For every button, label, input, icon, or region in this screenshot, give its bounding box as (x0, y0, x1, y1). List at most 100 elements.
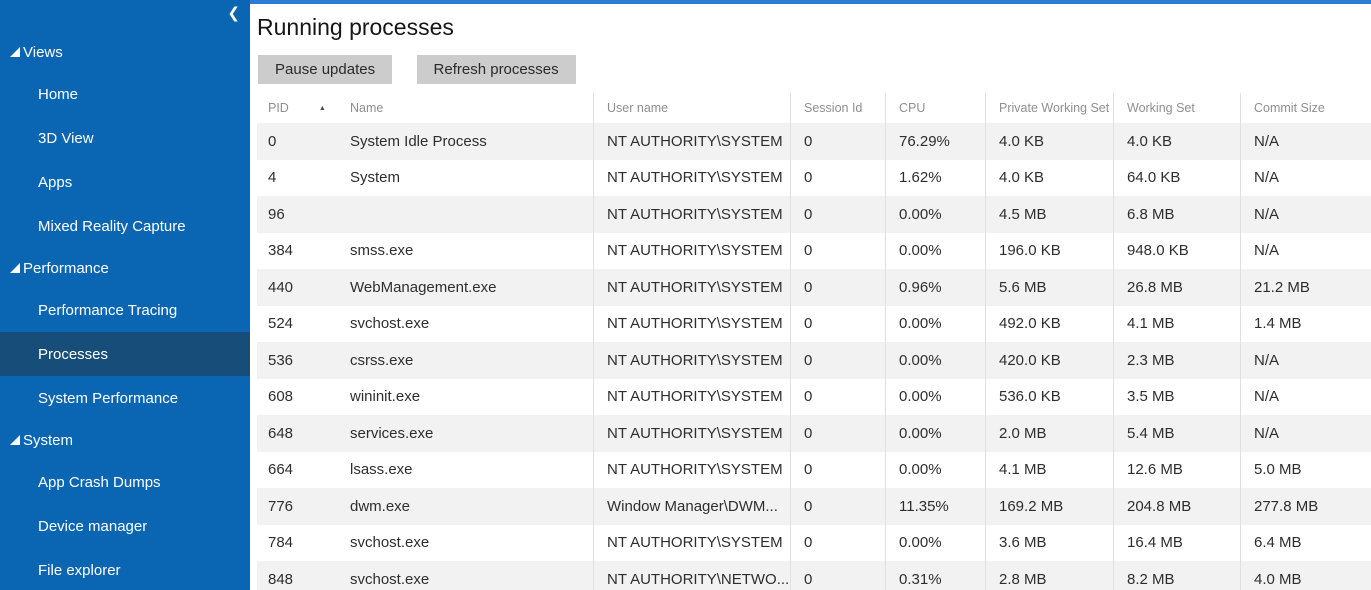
column-header-label: PID (268, 101, 289, 115)
table-row[interactable]: 536 csrss.exe NT AUTHORITY\SYSTEM 0 0.00% 420… (257, 342, 1371, 379)
column-header-cpu[interactable]: CPU (885, 93, 985, 123)
sidebar-item-device-manager[interactable]: Device manager (0, 504, 250, 548)
cell-pid: 664 (268, 461, 294, 479)
cell-name: lsass.exe (350, 461, 413, 479)
sidebar-item-label: Device manager (38, 517, 148, 535)
group-collapse-triangle-icon (10, 263, 20, 273)
page-title: Running processes (257, 14, 454, 40)
cell-name: WebManagement.exe (350, 278, 497, 296)
cell-working-set: 26.8 MB (1113, 269, 1240, 306)
cell-pid: 96 (268, 205, 285, 223)
cell-working-set: 5.4 MB (1113, 415, 1240, 452)
cell-pid: 384 (268, 242, 294, 260)
column-header-session-id[interactable]: Session Id (790, 93, 885, 123)
cell-user-name: NT AUTHORITY\SYSTEM (593, 451, 790, 488)
table-row[interactable]: 384 smss.exe NT AUTHORITY\SYSTEM 0 0.00% 196.… (257, 232, 1371, 269)
sidebar-group-performance[interactable]: Performance (0, 248, 250, 288)
cell-pid: 784 (268, 534, 294, 552)
cell-private-working-set: 4.0 KB (985, 123, 1113, 160)
cell-pid: 536 (268, 351, 294, 369)
cell-working-set: 4.0 KB (1113, 123, 1240, 160)
cell-name: csrss.exe (350, 351, 414, 369)
table-row[interactable]: 784 svchost.exe NT AUTHORITY\SYSTEM 0 0.00% 3… (257, 524, 1371, 561)
column-header-label: CPU (899, 101, 926, 115)
column-header-pid[interactable]: PID ▲ (257, 93, 350, 123)
sidebar-group-system[interactable]: System (0, 420, 250, 460)
sidebar-item-app-crash-dumps[interactable]: App Crash Dumps (0, 460, 250, 504)
table-row[interactable]: 776 dwm.exe Window Manager\DWM... 0 11.35% 16… (257, 488, 1371, 525)
cell-name: System (350, 169, 401, 187)
sidebar-item-performance-tracing[interactable]: Performance Tracing (0, 288, 250, 332)
refresh-processes-button[interactable]: Refresh processes (416, 55, 576, 84)
cell-commit-size: 6.4 MB (1240, 524, 1371, 561)
cell-user-name: NT AUTHORITY\SYSTEM (593, 269, 790, 306)
table-body: 0 System Idle Process NT AUTHORITY\SYSTEM 0… (257, 123, 1371, 590)
sidebar-item-3d-view[interactable]: 3D View (0, 116, 250, 160)
sidebar-item-mixed-reality-capture[interactable]: Mixed Reality Capture (0, 204, 250, 248)
cell-working-set: 2.3 MB (1113, 342, 1240, 379)
cell-cpu: 0.00% (885, 451, 985, 488)
column-header-label: Session Id (804, 101, 863, 115)
table-row[interactable]: 4 System NT AUTHORITY\SYSTEM 0 1.62% 4.0 KB 64… (257, 159, 1371, 196)
column-header-private-working-set[interactable]: Private Working Set (985, 93, 1113, 123)
column-header-working-set[interactable]: Working Set (1113, 93, 1240, 123)
table-row[interactable]: 848 svchost.exe NT AUTHORITY\NETWO... 0 0.31… (257, 561, 1371, 590)
cell-pid: 776 (268, 497, 294, 515)
column-header-label: Private Working Set (999, 101, 1110, 115)
cell-commit-size: 277.8 MB (1240, 488, 1371, 525)
sidebar-item-processes[interactable]: Processes (0, 332, 250, 376)
cell-user-name: NT AUTHORITY\SYSTEM (593, 378, 790, 415)
table-row[interactable]: 524 svchost.exe NT AUTHORITY\SYSTEM 0 0.00% 4… (257, 305, 1371, 342)
cell-name: dwm.exe (350, 497, 411, 515)
cell-pid: 4 (268, 169, 277, 187)
cell-session-id: 0 (790, 159, 885, 196)
column-header-user-name[interactable]: User name (593, 93, 790, 123)
cell-name: smss.exe (350, 242, 414, 260)
column-header-commit-size[interactable]: Commit Size (1240, 93, 1371, 123)
cell-name: System Idle Process (350, 132, 487, 150)
group-collapse-triangle-icon (10, 47, 20, 57)
sidebar-item-file-explorer[interactable]: File explorer (0, 548, 250, 590)
cell-name: services.exe (350, 424, 434, 442)
cell-private-working-set: 4.5 MB (985, 196, 1113, 233)
cell-user-name: NT AUTHORITY\SYSTEM (593, 123, 790, 160)
pause-updates-button[interactable]: Pause updates (258, 55, 393, 84)
column-header-label: Commit Size (1254, 101, 1325, 115)
sidebar-item-apps[interactable]: Apps (0, 160, 250, 204)
cell-cpu: 0.00% (885, 305, 985, 342)
cell-cpu: 1.62% (885, 159, 985, 196)
cell-working-set: 12.6 MB (1113, 451, 1240, 488)
sidebar-nav: Views Home 3D View Apps Mixed Reality Captur… (0, 0, 250, 590)
cell-working-set: 4.1 MB (1113, 305, 1240, 342)
table-row[interactable]: 648 services.exe NT AUTHORITY\SYSTEM 0 0.00%… (257, 415, 1371, 452)
table-row[interactable]: 0 System Idle Process NT AUTHORITY\SYSTEM 0… (257, 123, 1371, 160)
cell-private-working-set: 420.0 KB (985, 342, 1113, 379)
sidebar-collapse-icon[interactable]: ❮ (227, 5, 240, 22)
cell-session-id: 0 (790, 123, 885, 160)
cell-user-name: NT AUTHORITY\SYSTEM (593, 415, 790, 452)
cell-pid: 524 (268, 315, 294, 333)
sidebar-item-system-performance[interactable]: System Performance (0, 376, 250, 420)
process-table: PID ▲ Name User name Session Id CPU Private Wo… (257, 93, 1371, 590)
table-row[interactable]: 608 wininit.exe NT AUTHORITY\SYSTEM 0 0.00% 5… (257, 378, 1371, 415)
cell-private-working-set: 169.2 MB (985, 488, 1113, 525)
content-top-accent (250, 0, 1371, 4)
cell-user-name: NT AUTHORITY\SYSTEM (593, 196, 790, 233)
column-header-name[interactable]: Name (350, 93, 593, 123)
sidebar-item-home[interactable]: Home (0, 72, 250, 116)
cell-commit-size: N/A (1240, 159, 1371, 196)
cell-private-working-set: 536.0 KB (985, 378, 1113, 415)
table-row[interactable]: 440 WebManagement.exe NT AUTHORITY\SYSTEM 0… (257, 269, 1371, 306)
cell-commit-size: N/A (1240, 123, 1371, 160)
sidebar-item-label: System Performance (38, 389, 179, 407)
column-header-label: Working Set (1127, 101, 1195, 115)
group-collapse-triangle-icon (10, 435, 20, 445)
table-row[interactable]: 664 lsass.exe NT AUTHORITY\SYSTEM 0 0.00% 4.1… (257, 451, 1371, 488)
table-row[interactable]: 96 NT AUTHORITY\SYSTEM 0 0.00% 4.5 MB 6.8 MB N… (257, 196, 1371, 233)
main-content: Running processes Pause updates Refresh … (250, 0, 1371, 590)
sidebar-item-label: File explorer (38, 561, 121, 579)
cell-cpu: 0.00% (885, 342, 985, 379)
sidebar-group-views[interactable]: Views (0, 32, 250, 72)
cell-working-set: 64.0 KB (1113, 159, 1240, 196)
